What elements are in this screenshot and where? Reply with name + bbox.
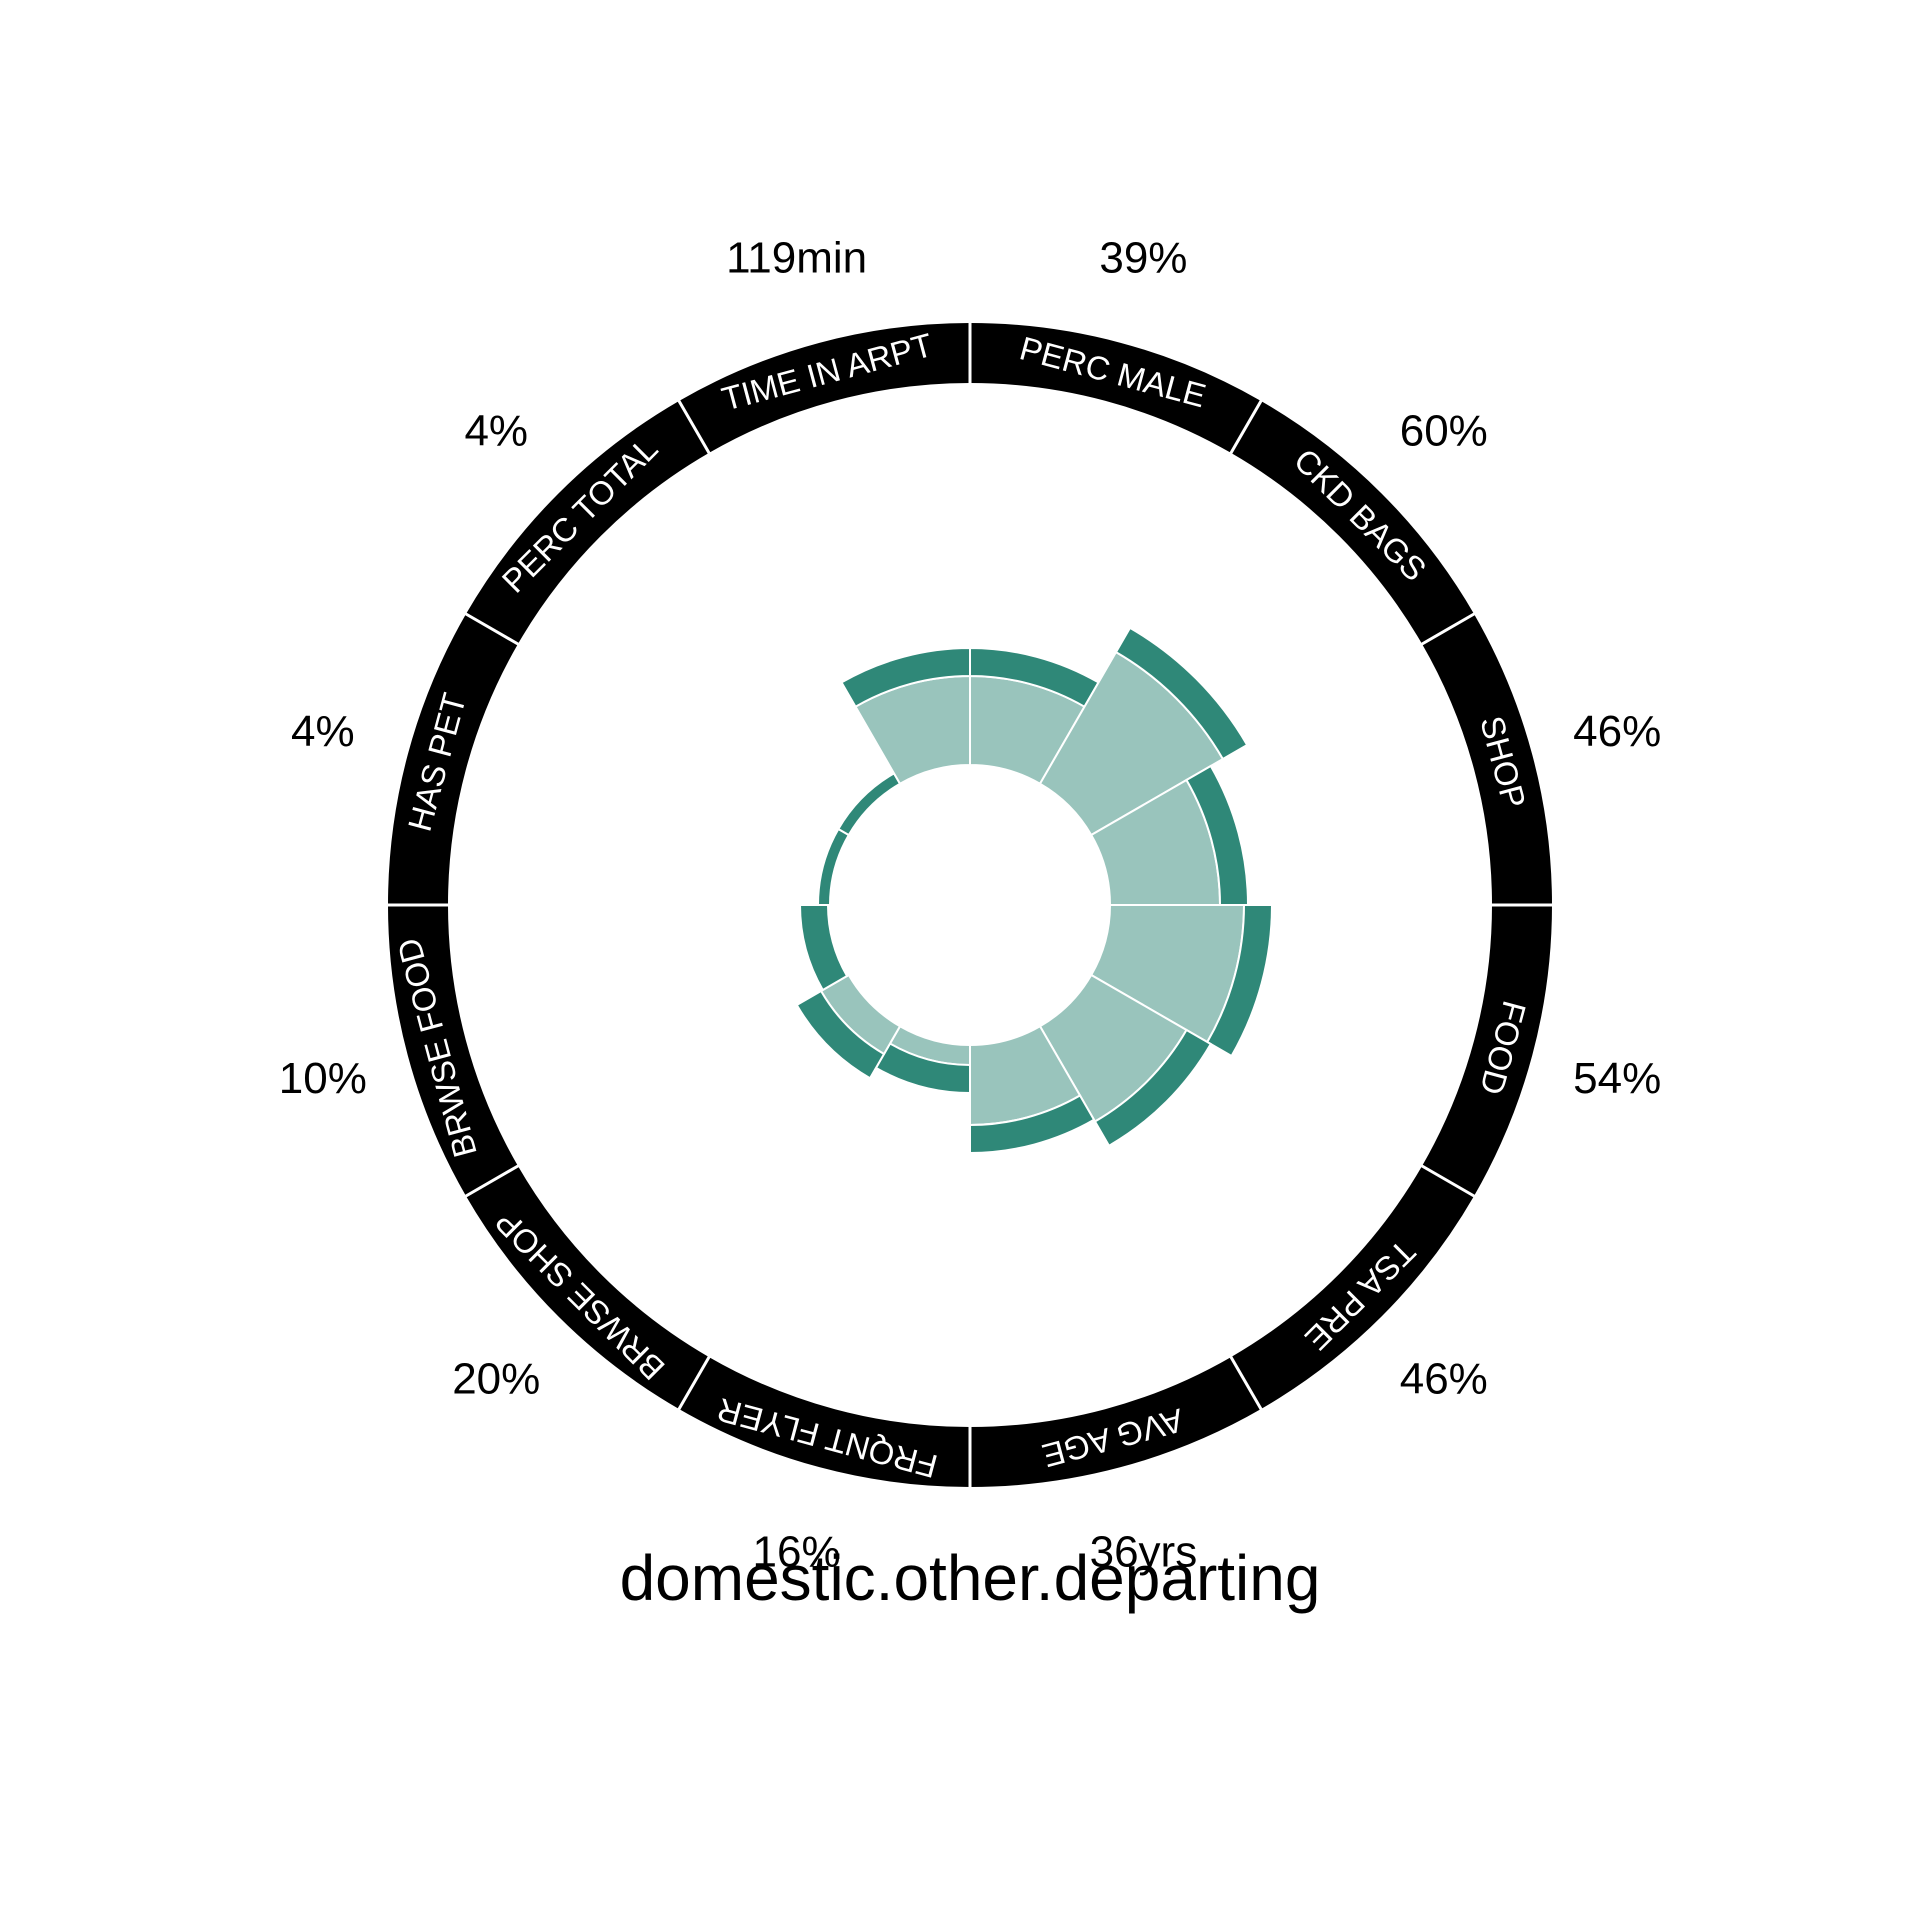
- ring-segment-tsa_pre: [1231, 1166, 1475, 1410]
- ring-divider: [1228, 398, 1264, 456]
- value-label-has_pet: 4%: [291, 707, 355, 756]
- bar-outer-brwse_food: [798, 904, 849, 992]
- ring-segment-avg_age: [970, 1357, 1261, 1487]
- ring-divider: [463, 1163, 521, 1199]
- ring-segment-brwse_food: [388, 905, 518, 1196]
- value-label-brwse_food: 10%: [279, 1054, 367, 1103]
- bar-outer-has_pet: [816, 827, 851, 906]
- bar-outer-tsa_pre: [1093, 1028, 1213, 1148]
- ring-divider: [676, 398, 712, 456]
- ring-segment-ckd_bags: [1231, 400, 1475, 644]
- ring-segment-perc_total: [465, 400, 709, 644]
- ring-segment-perc_male: [970, 323, 1261, 453]
- value-label-time_in_arpt: 119min: [726, 233, 867, 282]
- chart-title: domestic.other.departing: [620, 1542, 1321, 1614]
- ring-segment-brwse_shop: [465, 1166, 709, 1410]
- bar-outer-brwse_shop: [795, 989, 886, 1080]
- value-labels: 39% 60% 46% 54% 46% 36yrs 16% 20% 10% 4% 4% 119min: [279, 233, 1661, 1576]
- ring-segment-food: [1422, 905, 1552, 1196]
- bar-outer-time_in_arpt: [840, 646, 971, 709]
- ring-segment-shop: [1422, 614, 1552, 905]
- bar-outer-perc_total: [836, 771, 902, 837]
- bar-outer-ckd_bags: [1114, 626, 1249, 761]
- value-label-ckd_bags: 60%: [1400, 407, 1488, 456]
- value-label-shop: 46%: [1573, 707, 1661, 756]
- value-label-food: 54%: [1573, 1054, 1661, 1103]
- value-label-avg_age: 36yrs: [1090, 1528, 1198, 1577]
- ring-segment-frqnt_flyer: [679, 1357, 970, 1487]
- ring-divider: [1228, 1354, 1264, 1412]
- value-label-brwse_shop: 20%: [452, 1354, 540, 1403]
- value-label-perc_total: 4%: [464, 407, 528, 456]
- value-label-perc_male: 39%: [1099, 233, 1187, 282]
- chart-bars: [795, 626, 1274, 1155]
- ring-divider: [1419, 611, 1477, 647]
- ring-divider: [1419, 1163, 1477, 1199]
- value-label-tsa_pre: 46%: [1400, 1354, 1488, 1403]
- ring-divider: [463, 611, 521, 647]
- ring-segment-time_in_arpt: [679, 323, 970, 453]
- ring-segment-has_pet: [388, 614, 518, 905]
- ring-label-ckd_bags: CKD BAGS: [1287, 441, 1434, 588]
- bar-outer-avg_age: [969, 1094, 1096, 1155]
- ring-divider: [676, 1354, 712, 1412]
- value-label-frqnt_flyer: 16%: [753, 1528, 841, 1577]
